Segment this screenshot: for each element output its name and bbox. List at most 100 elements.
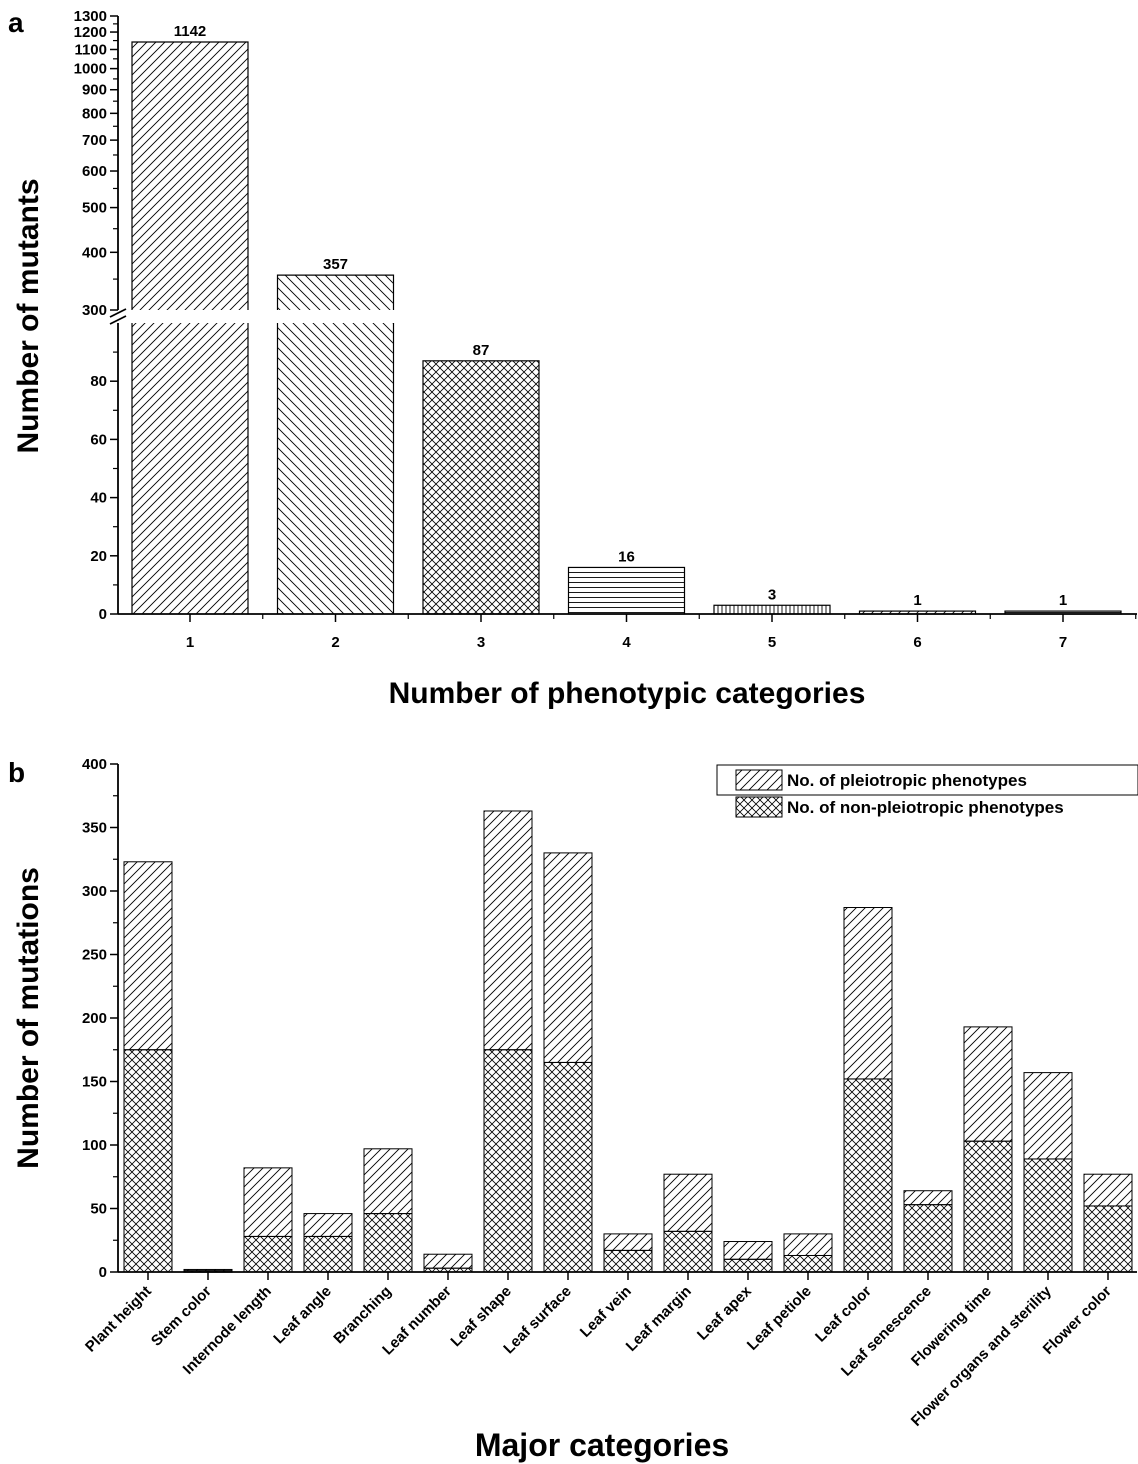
- x-tick-label-b: Plant height: [82, 1283, 155, 1356]
- bar-segment-pleiotropic: [423, 1253, 473, 1269]
- bar-segment-pleiotropic: [183, 1268, 233, 1272]
- bar-segment-non-pleiotropic: [663, 1230, 713, 1273]
- bar-segment-non-pleiotropic: [963, 1140, 1013, 1273]
- bar-segment-non-pleiotropic: [603, 1249, 653, 1273]
- bar-a-lower-segment: [132, 323, 248, 614]
- bar-segment-non-pleiotropic: [543, 1061, 593, 1273]
- y-tick-label-a: 1300: [74, 8, 107, 25]
- x-tick-label-b: Leaf petiole: [744, 1283, 815, 1354]
- chart-a: a 11421357287316435161702040608030040050…: [8, 7, 1137, 710]
- y-tick-label-a: 1000: [74, 61, 107, 78]
- bar-a-5: [713, 604, 831, 615]
- x-tick-label-b: Leaf vein: [577, 1283, 635, 1341]
- bar-stack-flowering-time: [963, 1026, 1013, 1273]
- data-label-a: 1142: [174, 23, 207, 40]
- y-tick-label-b: 200: [82, 1010, 107, 1027]
- bar-segment-non-pleiotropic: [783, 1254, 833, 1273]
- bar-stack-flower-organs-and-sterility: [1023, 1072, 1073, 1273]
- data-label-a: 1: [913, 592, 921, 609]
- y-tick-label-a: 60: [90, 431, 107, 448]
- y-tick-label-b: 400: [82, 756, 107, 773]
- bar-stack-leaf-vein: [603, 1233, 653, 1273]
- bar-segment-non-pleiotropic: [1083, 1205, 1133, 1273]
- y-tick-label-a: 500: [82, 200, 107, 217]
- y-tick-label-a: 1200: [74, 24, 107, 41]
- bar-segment-non-pleiotropic: [723, 1258, 773, 1273]
- bar-stack-leaf-shape: [483, 810, 533, 1273]
- bar-segment-non-pleiotropic: [843, 1078, 893, 1273]
- bar-stack-leaf-apex: [723, 1241, 773, 1273]
- bar-a-3: [422, 360, 540, 615]
- bar-a-outline: [131, 41, 249, 614]
- bar-segment-pleiotropic: [483, 810, 533, 1051]
- data-label-a: 357: [323, 256, 348, 273]
- y-tick-label-a: 600: [82, 163, 107, 180]
- x-tick-label-a: 5: [768, 634, 776, 651]
- bar-stack-flower-color: [1083, 1173, 1133, 1273]
- legend-box: [716, 764, 1138, 796]
- bar-stack-leaf-senescence: [903, 1190, 953, 1273]
- bar-segment-pleiotropic: [303, 1213, 353, 1237]
- y-tick-label-b: 100: [82, 1137, 107, 1154]
- bar-a-4: [567, 566, 686, 615]
- bar-segment-pleiotropic: [243, 1167, 293, 1237]
- legend-label-non-pleiotropic: No. of non-pleiotropic phenotypes: [787, 798, 1064, 817]
- x-tick-label-a: 4: [622, 634, 631, 651]
- y-tick-label-a: 20: [90, 548, 107, 565]
- y-tick-label-b: 0: [99, 1264, 107, 1281]
- x-tick-label-a: 2: [331, 634, 339, 651]
- y-tick-label-a: 700: [82, 132, 107, 149]
- bar-stack-leaf-margin: [663, 1173, 713, 1273]
- x-tick-label-a: 7: [1059, 634, 1067, 651]
- bar-stack-leaf-angle: [303, 1213, 353, 1273]
- bar-segment-non-pleiotropic: [1023, 1158, 1073, 1273]
- bar-stack-plant-height: [123, 861, 173, 1273]
- bar-segment-pleiotropic: [663, 1173, 713, 1232]
- y-tick-label-a: 900: [82, 82, 107, 99]
- chart-b-y-axis-label: Number of mutations: [12, 867, 45, 1169]
- bar-segment-pleiotropic: [783, 1233, 833, 1256]
- x-tick-label-b: Leaf apex: [694, 1282, 755, 1343]
- axis-break-a: [109, 308, 127, 325]
- chart-b-x-axis-label: Major categories: [475, 1427, 729, 1463]
- chart-a-plot: 1142135728731643516170204060803004005006…: [74, 8, 1137, 651]
- bar-stack-leaf-number: [423, 1253, 473, 1273]
- legend-label-pleiotropic: No. of pleiotropic phenotypes: [787, 771, 1027, 790]
- bar-a-2: [276, 274, 395, 614]
- x-tick-label-a: 6: [913, 634, 921, 651]
- bar-segment-pleiotropic: [123, 861, 173, 1051]
- bar-stack-leaf-surface: [543, 852, 593, 1273]
- data-label-a: 87: [473, 342, 490, 359]
- bar-segment-pleiotropic: [723, 1241, 773, 1260]
- bar-segment-non-pleiotropic: [903, 1204, 953, 1273]
- y-tick-label-a: 0: [99, 606, 107, 623]
- y-tick-label-b: 250: [82, 947, 107, 964]
- y-tick-label-a: 80: [90, 373, 107, 390]
- y-tick-label-b: 150: [82, 1074, 107, 1091]
- bar-segment-pleiotropic: [363, 1148, 413, 1215]
- legend-swatch-pleiotropic: [735, 769, 783, 791]
- bar-stack-leaf-petiole: [783, 1233, 833, 1273]
- x-tick-label-b: Leaf color: [812, 1283, 875, 1346]
- bar-a-lower-segment: [277, 323, 394, 614]
- bar-stack-internode-length: [243, 1167, 293, 1273]
- bar-stack-branching: [363, 1148, 413, 1273]
- y-tick-label-a: 1100: [74, 41, 107, 58]
- y-tick-label-b: 50: [90, 1201, 107, 1218]
- chart-a-x-axis-label: Number of phenotypic categories: [389, 677, 866, 710]
- y-tick-label-a: 300: [82, 302, 107, 319]
- y-tick-label-b: 350: [82, 820, 107, 837]
- bar-segment-pleiotropic: [1083, 1173, 1133, 1207]
- bar-segment-pleiotropic: [903, 1190, 953, 1206]
- x-tick-label-b: Leaf angle: [270, 1283, 334, 1347]
- bar-segment-non-pleiotropic: [483, 1049, 533, 1273]
- bar-segment-non-pleiotropic: [243, 1235, 293, 1273]
- x-tick-label-a: 3: [477, 634, 485, 651]
- y-tick-label-b: 300: [82, 883, 107, 900]
- panel-a-label: a: [8, 7, 24, 38]
- bar-segment-pleiotropic: [963, 1026, 1013, 1142]
- chart-a-y-axis-label: Number of mutants: [12, 178, 45, 453]
- bar-a-outline: [276, 274, 395, 614]
